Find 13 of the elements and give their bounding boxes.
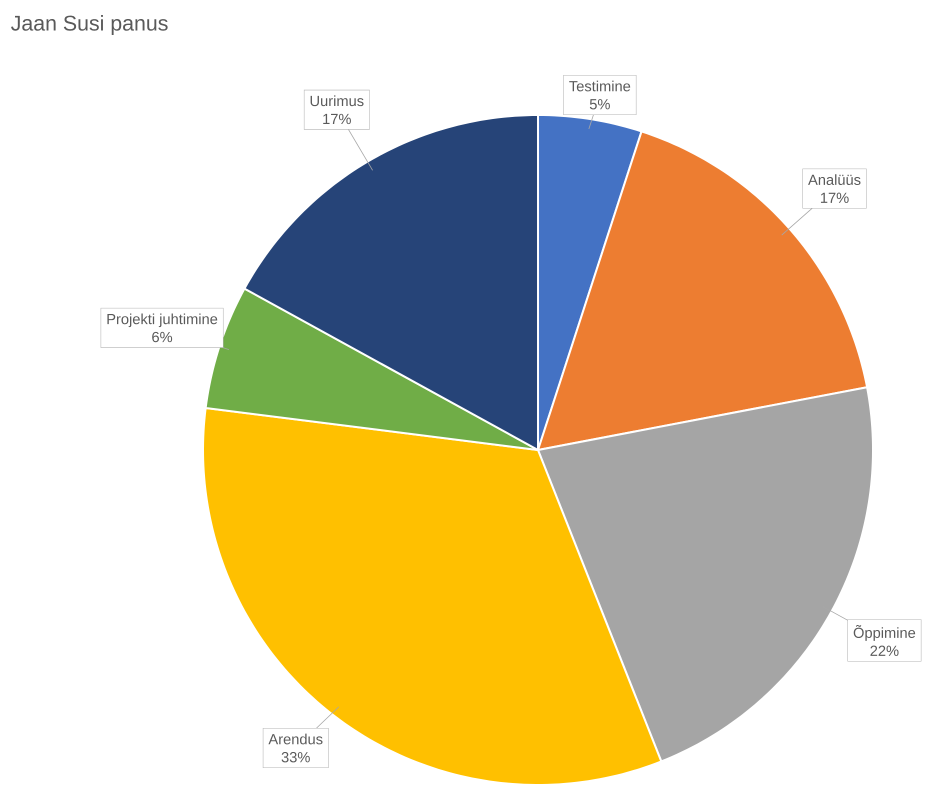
slice-label: Uurimus xyxy=(310,95,364,106)
slice-label: Analüüs xyxy=(808,174,860,185)
slice-label: Arendus xyxy=(268,734,322,744)
data-label: 17% xyxy=(820,192,849,203)
slice-label: Projekti juhtimine xyxy=(107,313,218,328)
slice-label: Testimine xyxy=(569,80,630,92)
data-label: 6% xyxy=(152,332,172,342)
slice-label: Õppimine xyxy=(854,624,916,641)
data-label: 33% xyxy=(282,752,310,762)
data-label: 22% xyxy=(870,646,899,656)
chart-title: Jaan Susi panus xyxy=(11,15,168,35)
data-label: 17% xyxy=(323,114,351,124)
data-label: 5% xyxy=(590,99,610,110)
